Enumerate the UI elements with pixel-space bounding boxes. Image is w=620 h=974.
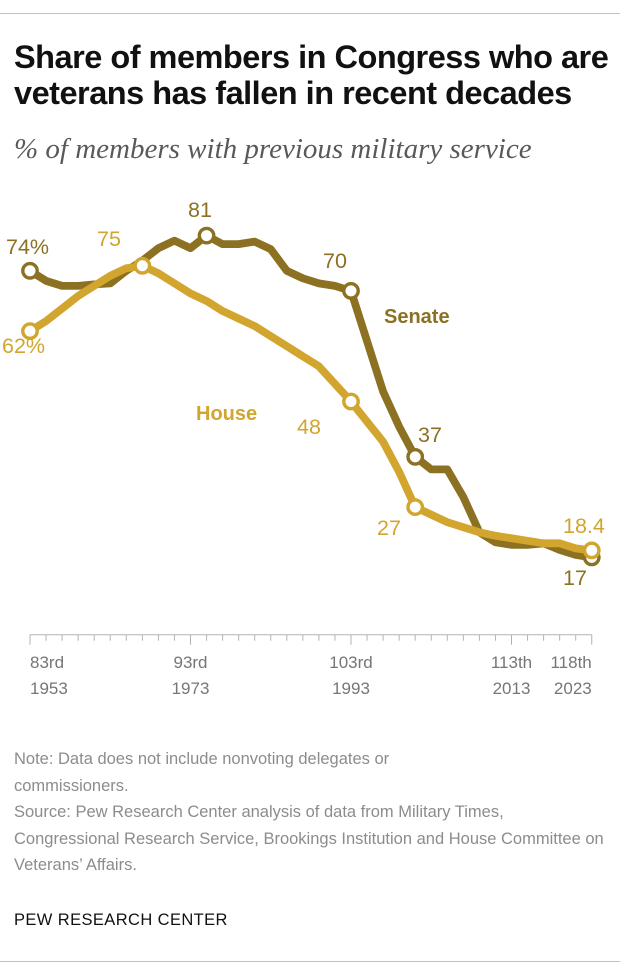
svg-text:93rd: 93rd xyxy=(173,653,207,672)
svg-text:62%: 62% xyxy=(2,334,45,358)
svg-text:House: House xyxy=(196,403,257,425)
svg-text:118th: 118th xyxy=(550,653,591,672)
svg-text:17: 17 xyxy=(563,566,587,590)
svg-text:1993: 1993 xyxy=(332,679,370,698)
svg-text:74%: 74% xyxy=(6,235,49,259)
svg-text:18.4: 18.4 xyxy=(563,514,605,538)
svg-text:70: 70 xyxy=(323,249,347,273)
svg-text:1973: 1973 xyxy=(172,679,210,698)
svg-text:81: 81 xyxy=(188,198,212,222)
svg-text:1953: 1953 xyxy=(30,679,68,698)
svg-text:27: 27 xyxy=(377,516,401,540)
svg-text:83rd: 83rd xyxy=(30,653,64,672)
svg-text:103rd: 103rd xyxy=(329,653,372,672)
svg-text:2013: 2013 xyxy=(493,679,531,698)
svg-text:75: 75 xyxy=(97,227,121,251)
svg-text:Senate: Senate xyxy=(384,306,450,328)
svg-text:37: 37 xyxy=(418,423,442,447)
svg-text:113th: 113th xyxy=(491,653,532,672)
svg-text:2023: 2023 xyxy=(554,679,592,698)
svg-text:48: 48 xyxy=(297,415,321,439)
